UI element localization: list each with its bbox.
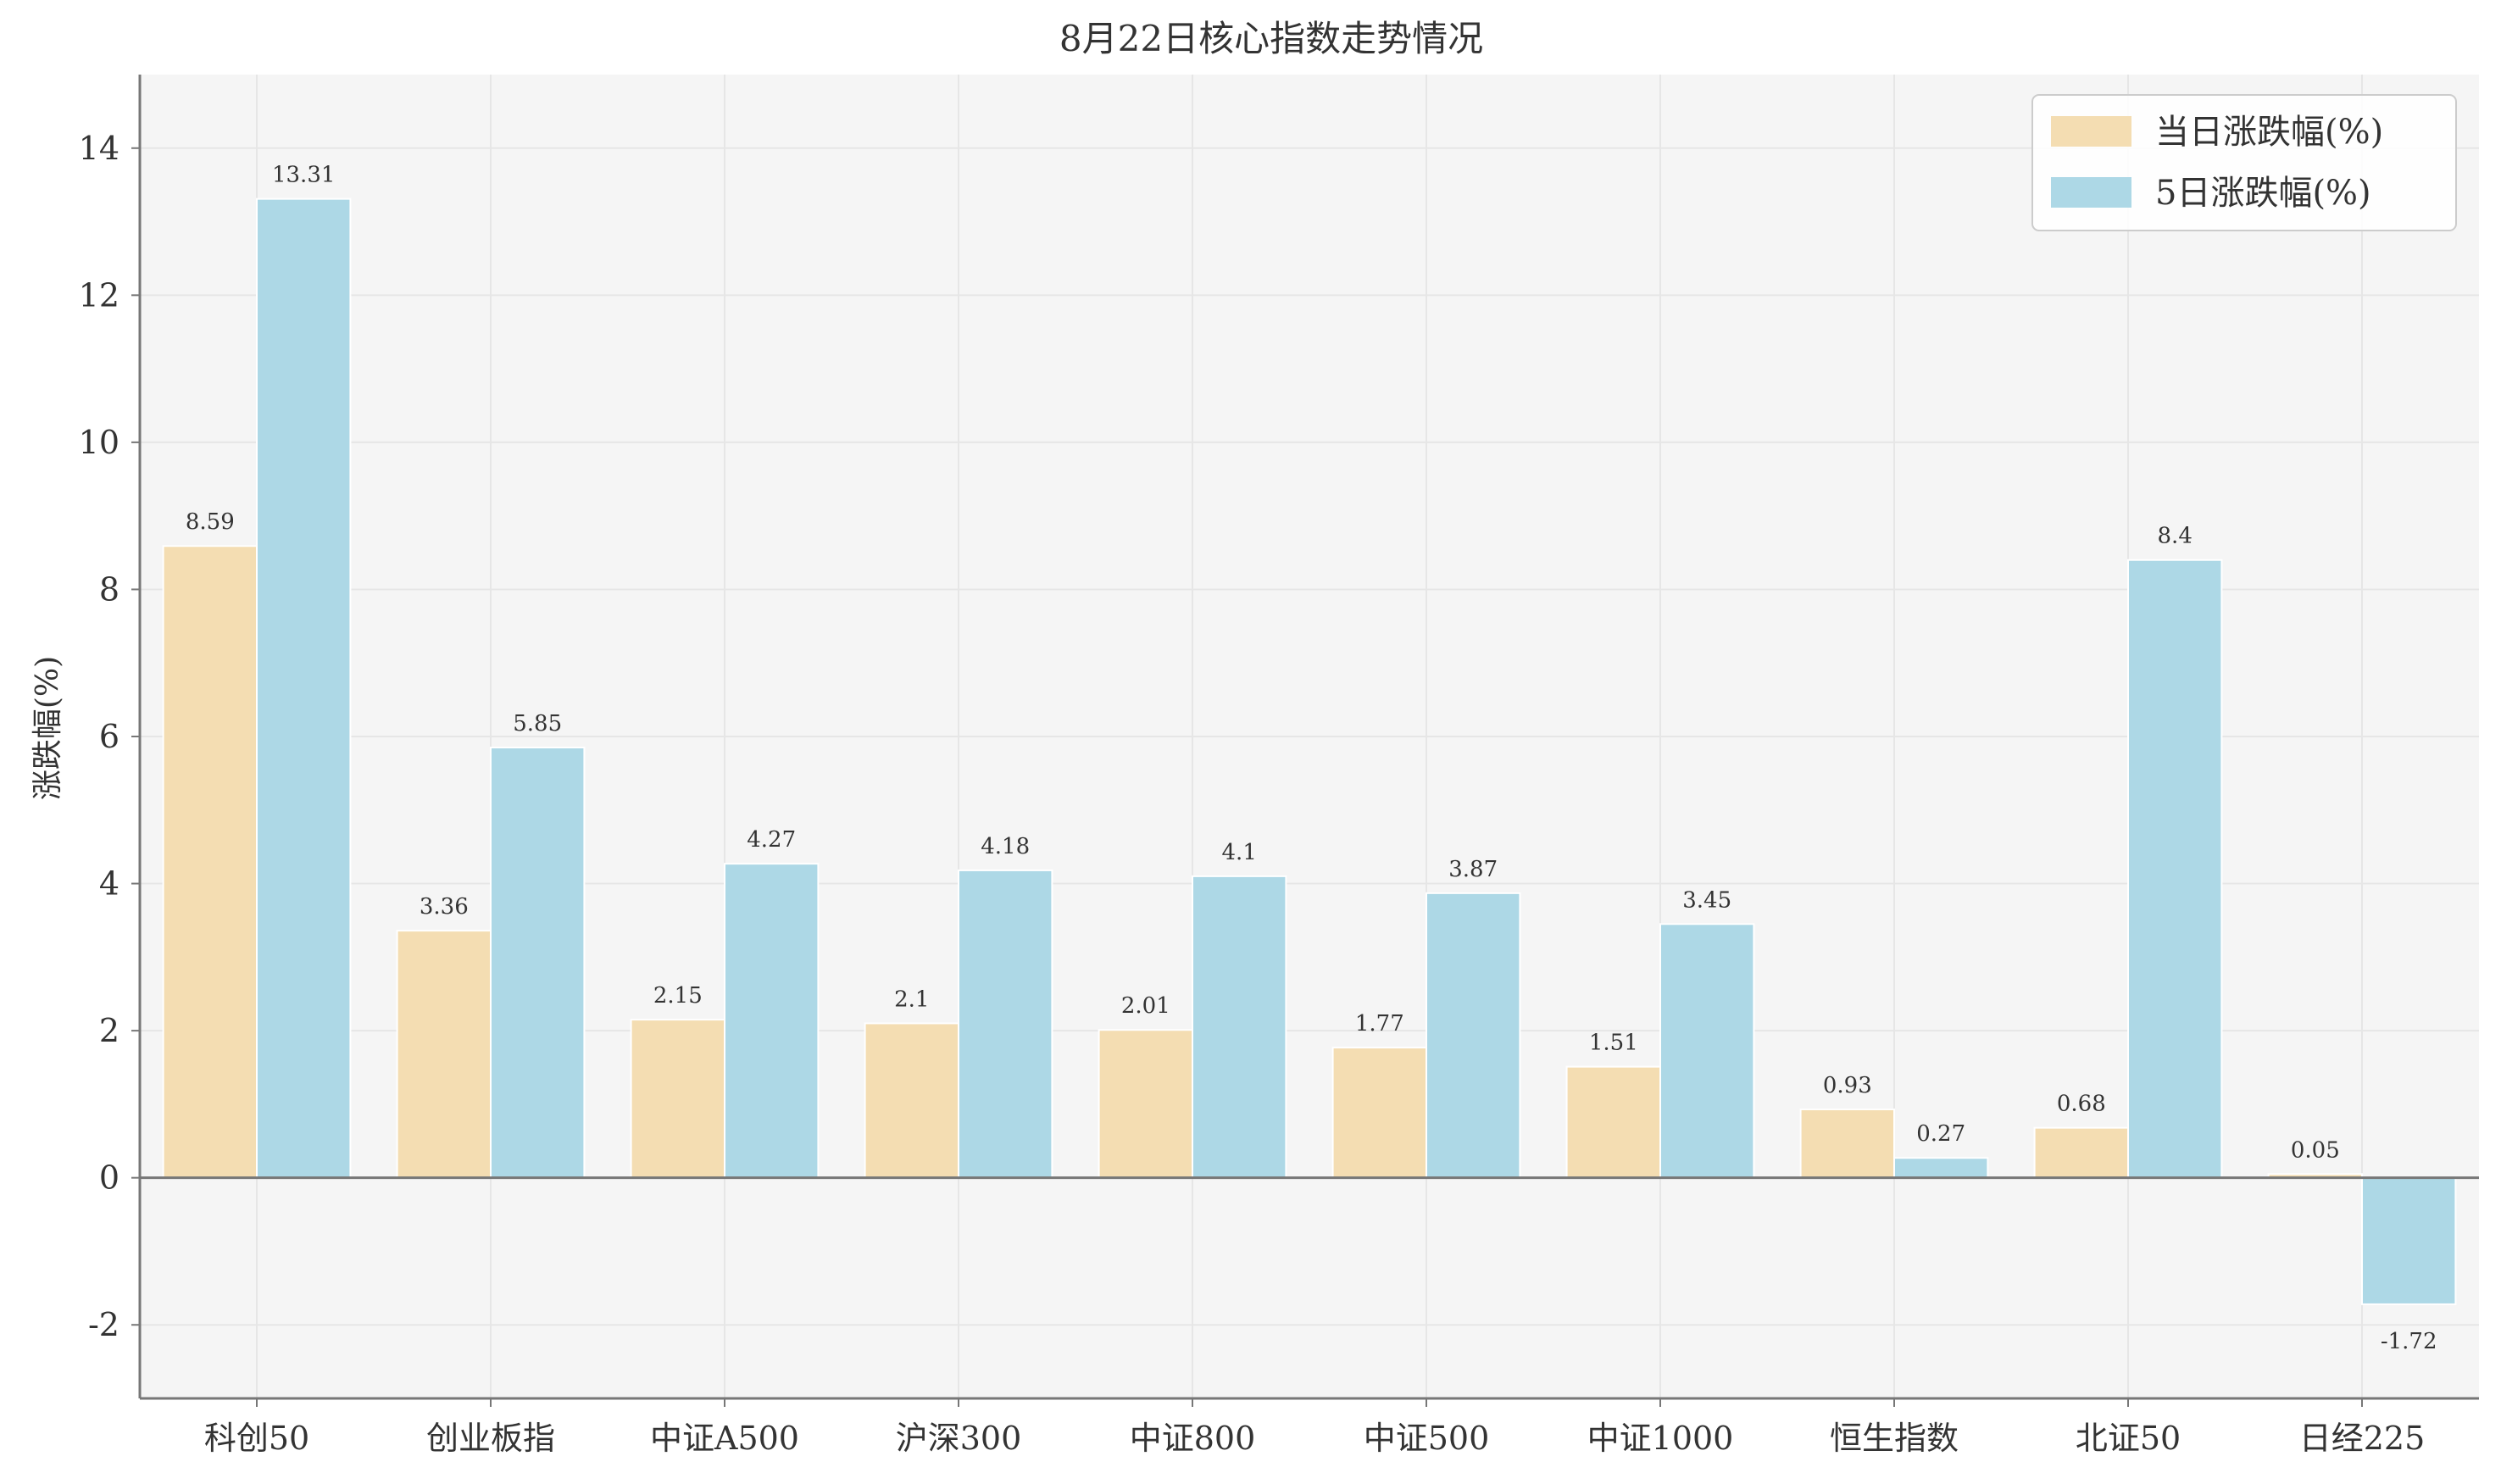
data-label-five-day-change: 3.87: [1448, 857, 1498, 882]
x-tick-label: 科创50: [204, 1420, 309, 1457]
x-tick-label: 中证1000: [1587, 1420, 1734, 1457]
bar-daily-change: [162, 545, 258, 1179]
y-tick-label: 10: [79, 424, 119, 461]
x-tick-label: 日经225: [2299, 1420, 2426, 1457]
data-label-daily-change: 0.93: [1823, 1073, 1872, 1098]
bar-daily-change: [630, 1019, 725, 1179]
y-tick-label: 8: [99, 570, 119, 608]
legend-swatch-daily: [2051, 116, 2131, 147]
chart-title: 8月22日核心指数走势情况: [1059, 18, 1483, 59]
x-tick-label: 恒生指数: [1830, 1420, 1959, 1457]
bar-daily-change: [1799, 1108, 1896, 1179]
bar-daily-change: [1565, 1065, 1661, 1179]
bar-five-day-change: [1659, 923, 1755, 1179]
bar-daily-change: [2033, 1126, 2130, 1179]
legend-box: [2031, 94, 2457, 231]
data-label-five-day-change: -1.72: [2381, 1329, 2437, 1354]
bar-five-day-change: [1426, 892, 1521, 1179]
data-label-daily-change: 3.36: [420, 894, 469, 920]
data-label-five-day-change: 3.45: [1682, 887, 1731, 913]
bar-five-day-change: [1192, 875, 1287, 1179]
bar-five-day-change: [724, 863, 820, 1179]
data-label-five-day-change: 5.85: [513, 711, 562, 736]
x-tick-label: 沪深300: [896, 1420, 1022, 1457]
bars: [162, 197, 2457, 1305]
bar-daily-change: [864, 1022, 959, 1179]
bar-five-day-change: [2361, 1176, 2457, 1305]
y-tick-label: -2: [88, 1306, 119, 1343]
bar-five-day-change: [2127, 559, 2223, 1179]
y-tick-label: 0: [99, 1159, 119, 1197]
x-tick-label: 中证500: [1364, 1420, 1490, 1457]
data-label-daily-change: 1.51: [1589, 1031, 1638, 1056]
x-tick-label: 创业板指: [426, 1420, 555, 1457]
bar-daily-change: [1331, 1047, 1427, 1179]
data-label-daily-change: 0.68: [2057, 1092, 2106, 1117]
data-label-daily-change: 1.77: [1355, 1011, 1404, 1037]
x-tick-label: 北证50: [2076, 1420, 2181, 1457]
bar-five-day-change: [256, 197, 352, 1179]
legend-label-5day: 5日涨跌幅(%): [2155, 174, 2371, 213]
data-label-daily-change: 2.1: [894, 987, 929, 1012]
data-labels: 8.59 13.31 3.36 5.85 2.15 4.27 2.1 4.18 2.01 4.1 1…: [186, 163, 2437, 1354]
data-label-daily-change: 0.05: [2291, 1137, 2340, 1163]
bar-five-day-change: [490, 747, 586, 1179]
legend-label-daily: 当日涨跌幅(%): [2155, 113, 2383, 152]
data-label-daily-change: 2.15: [653, 983, 703, 1009]
y-tick-label: 6: [99, 718, 119, 755]
data-label-daily-change: 2.01: [1121, 993, 1170, 1019]
x-tick-label: 中证800: [1130, 1420, 1256, 1457]
data-label-five-day-change: 4.27: [747, 827, 796, 853]
y-tick-label: 12: [79, 276, 119, 314]
data-label-five-day-change: 0.27: [1916, 1121, 1965, 1147]
y-tick-label: 2: [99, 1012, 119, 1049]
bar-five-day-change: [1893, 1157, 1989, 1179]
x-tick-label: 中证A500: [650, 1420, 799, 1457]
y-tick-label: 4: [99, 865, 119, 903]
legend: 当日涨跌幅(%) 5日涨跌幅(%): [2031, 94, 2457, 231]
y-axis-label: 涨跌幅(%): [31, 656, 65, 800]
data-label-five-day-change: 4.1: [1222, 840, 1257, 865]
data-label-daily-change: 8.59: [186, 509, 235, 535]
data-label-five-day-change: 4.18: [981, 834, 1030, 859]
y-tick-labels: -2 0 2 4 6 8 10 12 14: [79, 130, 140, 1343]
bar-five-day-change: [958, 869, 1053, 1179]
y-tick-label: 14: [79, 130, 119, 167]
bar-daily-change: [1098, 1029, 1193, 1179]
x-tick-labels: 科创50 创业板指 中证A500 沪深300 中证800 中证500 中证1000 恒生指数 北…: [204, 1398, 2425, 1457]
bar-daily-change: [396, 930, 492, 1179]
legend-swatch-5day: [2051, 177, 2131, 208]
data-label-five-day-change: 8.4: [2158, 524, 2193, 549]
data-label-five-day-change: 13.31: [272, 163, 335, 188]
